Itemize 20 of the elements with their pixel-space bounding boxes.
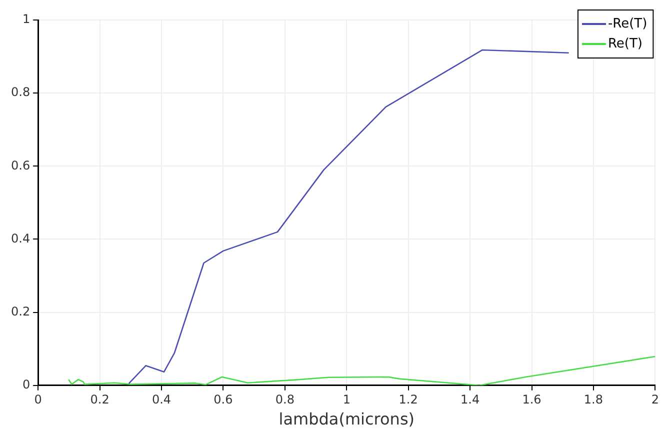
x-tick-label: 1.8 (584, 392, 604, 407)
x-tick-label: 0.2 (90, 392, 110, 407)
x-tick-label: 1.6 (522, 392, 542, 407)
x-tick-label: 0.8 (275, 392, 294, 407)
x-tick-label: 0.6 (214, 392, 233, 407)
y-tick-label: 0.4 (10, 231, 30, 246)
x-tick-label: 0.4 (152, 392, 172, 407)
x-axis-title: lambda(microns) (278, 410, 415, 429)
x-tick-label: 0 (34, 392, 42, 407)
y-tick-label: 0 (22, 378, 30, 392)
x-tick-label: 1 (342, 392, 350, 407)
y-tick-label: 1 (22, 12, 30, 26)
y-tick-label: 0.8 (10, 85, 30, 100)
x-tick-label: 1.4 (460, 392, 480, 407)
legend-label: -Re(T) (608, 16, 648, 32)
x-tick-label: 2 (651, 392, 660, 407)
legend-label: Re(T) (608, 36, 642, 52)
x-tick-label: 1.2 (398, 392, 418, 407)
y-tick-label: 0.6 (10, 158, 30, 172)
y-tick-label: 0.2 (10, 304, 30, 318)
